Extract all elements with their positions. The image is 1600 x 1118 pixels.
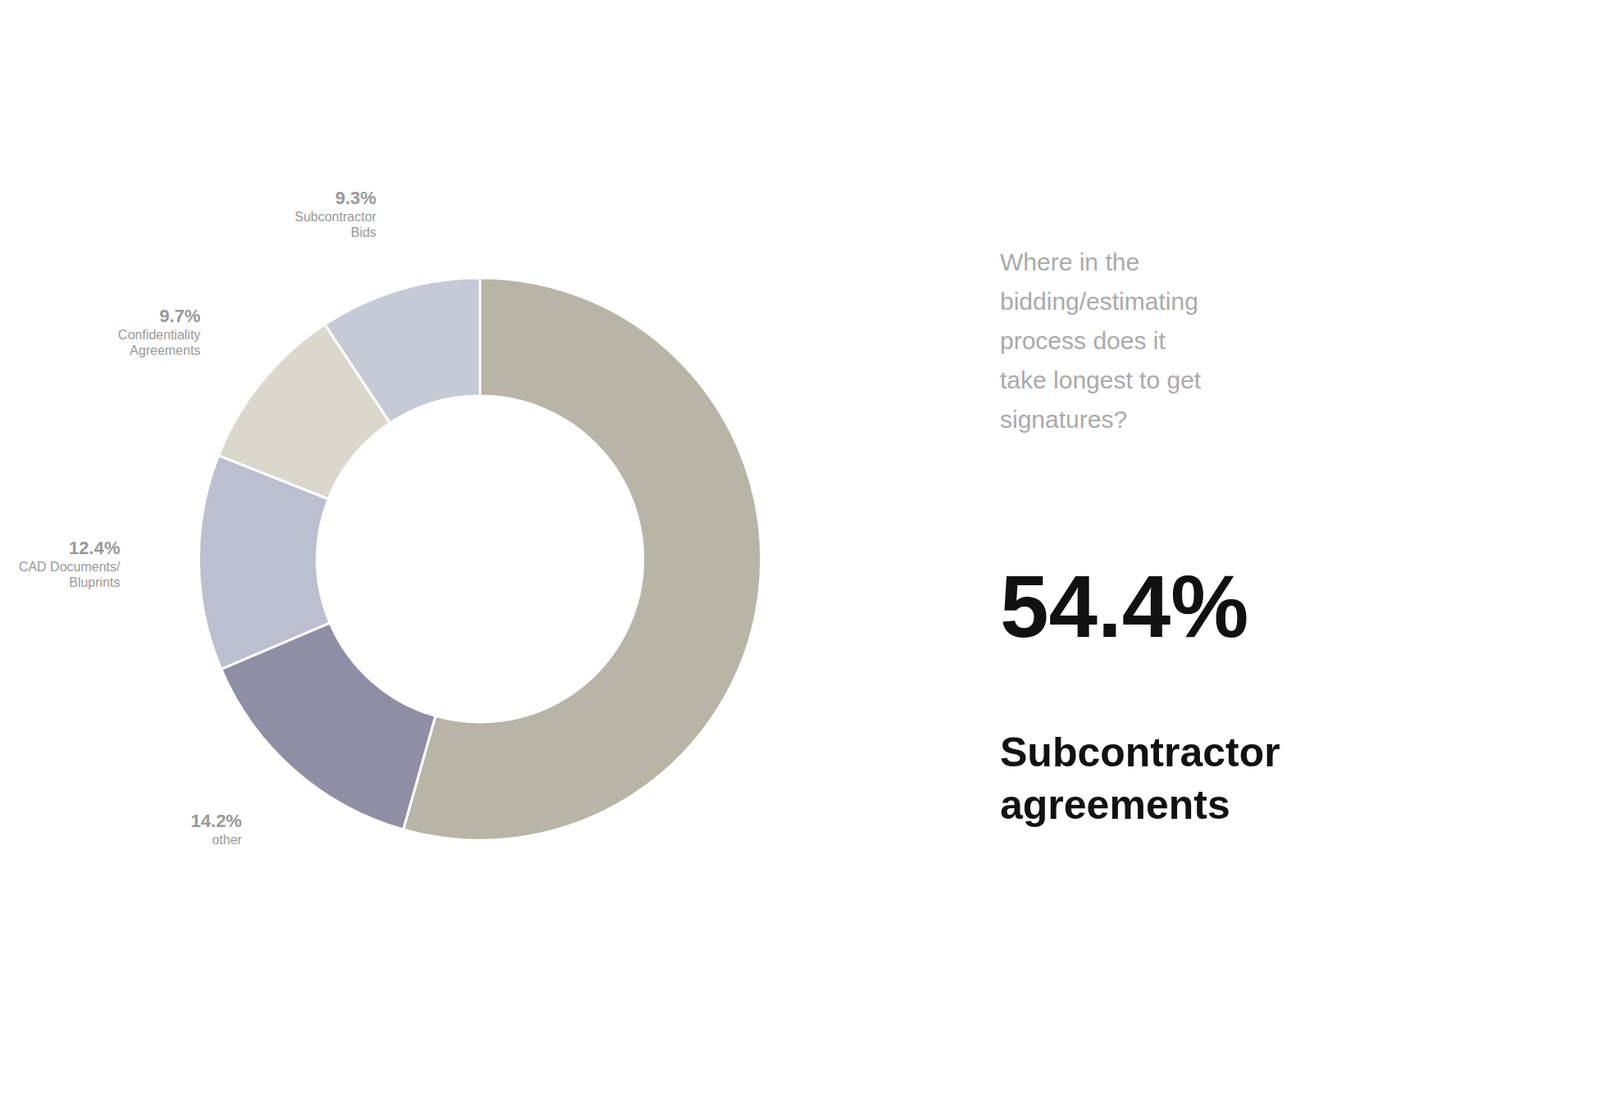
- slice-label: 14.2%other: [190, 810, 243, 847]
- slice-label: 12.4%CAD Documents/Bluprints: [18, 537, 121, 590]
- title: Where in thebidding/estimatingprocess do…: [1000, 248, 1202, 433]
- slice: [324, 277, 480, 423]
- slice-category-label: ConfidentialityAgreements: [118, 327, 201, 358]
- side-panel: Where in thebidding/estimatingprocess do…: [1000, 248, 1281, 828]
- lead-category-label: Subcontractoragreements: [1000, 729, 1281, 828]
- slice-category-label: SubcontractorBids: [295, 209, 378, 240]
- donut: [199, 277, 762, 841]
- slice-label: 9.3%SubcontractorBids: [295, 187, 378, 240]
- slice-value-label: 9.7%: [159, 305, 200, 327]
- chart-svg: 14.2%other 12.4%CAD Documents/Bluprints 9.…: [0, 0, 1600, 1118]
- slice-labels: 14.2%other 12.4%CAD Documents/Bluprints 9.…: [18, 187, 378, 846]
- slice-category-label: CAD Documents/Bluprints: [18, 559, 121, 590]
- slice-value-label: 14.2%: [190, 810, 242, 832]
- slice-label: 9.7%ConfidentialityAgreements: [118, 305, 201, 358]
- slice-category-label: other: [212, 832, 243, 847]
- slice-value-label: 12.4%: [68, 537, 120, 559]
- slice-value-label: 9.3%: [335, 187, 377, 209]
- lead-value-label: 54.4%: [1000, 557, 1249, 656]
- chart-container: 14.2%other 12.4%CAD Documents/Bluprints 9.…: [0, 0, 1600, 1118]
